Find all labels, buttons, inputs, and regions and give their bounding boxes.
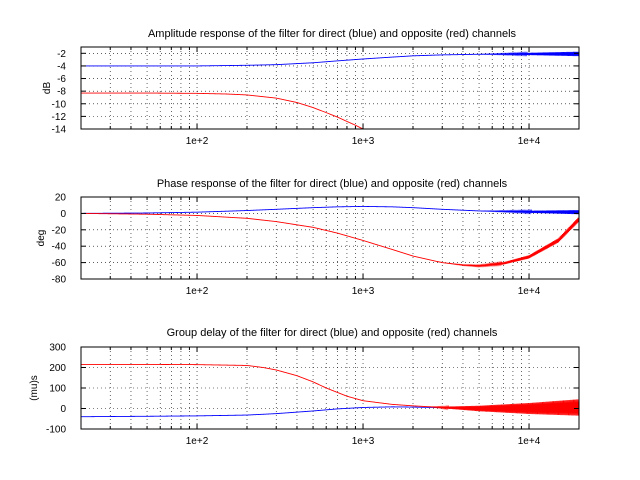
phase-xtick-label: 1e+4 (518, 286, 541, 297)
phase-ytick-label: -60 (52, 258, 67, 269)
phase-ytick-label: 0 (60, 209, 66, 220)
group-delay-series-opposite (81, 363, 579, 416)
amplitude-ytick-label: -14 (52, 125, 67, 136)
amplitude-xtick-label: 1e+3 (352, 136, 375, 147)
phase-series (81, 205, 579, 268)
group-delay-xtick-label: 1e+2 (186, 436, 209, 447)
amplitude-ylabel: dB (42, 82, 53, 95)
phase-ylabel: deg (36, 230, 47, 247)
group-delay-ytick-label: 0 (60, 404, 66, 415)
phase-panel: Phase response of the filter for direct … (36, 178, 580, 297)
phase-grid (80, 196, 580, 280)
group-delay-title: Group delay of the filter for direct (bl… (167, 327, 498, 339)
group-delay-series (81, 363, 579, 418)
phase-ytick-label: -20 (52, 225, 67, 236)
group-delay-panel: Group delay of the filter for direct (bl… (29, 327, 580, 447)
amplitude-series-opposite (81, 92, 364, 129)
phase-ticks: 20 0 -20 -40 -60 -80 1e+2 1e+3 1e+4 (52, 193, 580, 297)
amplitude-xtick-label: 1e+2 (186, 136, 209, 147)
amplitude-series (81, 51, 579, 129)
phase-ytick-label: -80 (52, 275, 67, 286)
group-delay-ylabel: (mu)s (29, 375, 40, 401)
group-delay-ytick-label: 100 (49, 384, 66, 395)
group-delay-xtick-label: 1e+3 (352, 436, 375, 447)
phase-xtick-label: 1e+2 (186, 286, 209, 297)
phase-series-opposite (81, 212, 579, 268)
phase-series-direct (81, 205, 579, 215)
phase-title: Phase response of the filter for direct … (157, 178, 508, 190)
phase-ytick-label: 20 (55, 193, 67, 204)
group-delay-xtick-label: 1e+4 (518, 436, 541, 447)
group-delay-ytick-label: 200 (49, 363, 66, 374)
amplitude-plot-frame (80, 46, 580, 130)
amplitude-grid (80, 47, 580, 130)
group-delay-plot-frame (80, 346, 580, 430)
amplitude-title: Amplitude response of the filter for dir… (148, 28, 517, 40)
phase-ytick-label: -40 (52, 242, 67, 253)
amplitude-ytick-label: -8 (57, 87, 66, 98)
amplitude-ytick-label: -10 (52, 99, 67, 110)
amplitude-ytick-label: -6 (57, 74, 66, 85)
amplitude-ticks: -2-4 -6 -8-10 -12 -14 1e+2 1e+3 1e+4 (52, 47, 580, 147)
amplitude-ytick-label: -12 (52, 112, 67, 123)
phase-plot-frame (80, 196, 580, 280)
amplitude-ytick-label: -4 (57, 61, 66, 72)
group-delay-ticks: 300 200 100 0 -100 1e+2 1e+3 1e+4 (46, 343, 580, 447)
amplitude-ytick-label: -2 (57, 49, 66, 60)
group-delay-ytick-label: -100 (46, 425, 66, 436)
amplitude-series-direct (81, 51, 579, 67)
group-delay-ytick-label: 300 (49, 343, 66, 354)
amplitude-panel: Amplitude response of the filter for dir… (42, 28, 580, 147)
phase-xtick-label: 1e+3 (352, 286, 375, 297)
group-delay-grid (80, 346, 580, 430)
amplitude-xtick-label: 1e+4 (518, 136, 541, 147)
